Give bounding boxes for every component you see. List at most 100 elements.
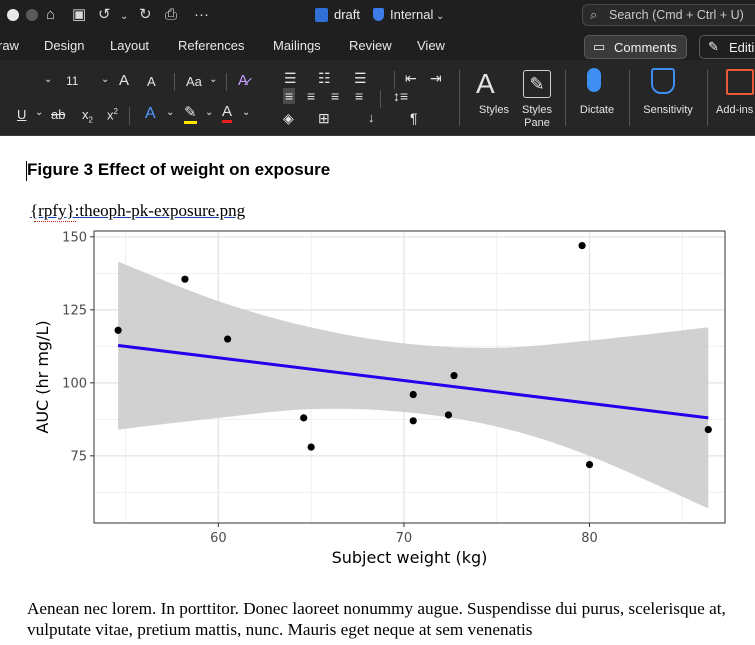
styles-pane-line2: Pane [524,117,550,129]
pencil-icon: ✎ [708,39,719,54]
separator [629,70,630,126]
decrease-indent-icon[interactable]: ⇤ [405,70,417,86]
tab-view[interactable]: View [417,38,445,53]
superscript-button[interactable]: x2 [107,107,118,123]
clear-formatting-icon[interactable]: A̷ [238,72,249,89]
undo-icon[interactable]: ↺ [98,6,111,23]
microphone-icon[interactable] [587,68,601,92]
data-point-3 [300,414,308,422]
chevron-down-icon[interactable]: ⌄ [242,107,251,118]
tab-mailings[interactable]: Mailings [273,38,321,53]
styles-label[interactable]: Styles [479,104,509,116]
tab-review[interactable]: Review [349,38,392,53]
data-points [114,242,712,469]
align-left-icon[interactable]: ≡ [283,88,296,104]
add-ins-icon[interactable] [726,69,754,95]
separator [459,70,460,126]
print-icon[interactable]: ⎙ [165,6,178,23]
data-point-7 [444,411,453,419]
font-size-value[interactable]: 11 [66,74,79,88]
figure-title[interactable]: Figure 3 Effect of weight on exposure [27,160,331,179]
change-case-button[interactable]: Aa [186,74,202,89]
highlight-icon[interactable]: ✎ [184,105,197,124]
align-center-icon[interactable]: ≡ [307,88,316,104]
numbering-icon[interactable]: ☷ [318,70,331,86]
data-point-10 [585,461,594,469]
borders-icon[interactable]: ⊞ [318,110,330,126]
plot-border [93,230,726,524]
window-close-button[interactable] [7,9,19,21]
spelling-squiggle [34,219,76,222]
comment-icon: ▭ [593,39,606,54]
editing-label: Editi [729,40,755,55]
add-ins-label[interactable]: Add-ins [716,104,754,116]
comments-button[interactable]: ▭ Comments [584,35,687,59]
chevron-down-icon[interactable]: ⌄ [209,74,218,85]
sensitivity-icon[interactable] [651,68,675,94]
comments-label: Comments [614,40,677,55]
underline-button[interactable]: U [17,107,27,122]
more-icon[interactable]: ··· [194,6,209,23]
body-paragraph[interactable]: Aenean nec lorem. In porttitor. Donec la… [27,599,726,639]
data-point-11 [704,425,712,434]
sensitivity-label[interactable]: Internal [390,7,434,22]
window-minimize-button[interactable] [26,9,38,21]
separator [226,73,227,91]
multilevel-list-icon[interactable]: ☰ [354,70,367,86]
image-placeholder-text[interactable]: {rpfy}:theoph-pk-exposure.png [30,201,246,220]
separator [707,70,708,126]
dictate-label[interactable]: Dictate [579,104,615,116]
tab-layout[interactable]: Layout [110,38,150,53]
data-point-5 [409,390,417,399]
chevron-down-icon[interactable]: ⌄ [205,107,214,118]
ribbon-toolbar: ⌄ 11 ⌄ A A Aa ⌄ A̷ U ⌄ ab x2 x2 A ⌄ ✎ ⌄ … [0,60,755,136]
document-name[interactable]: draft [334,7,361,22]
x-tick-label: 70 [396,531,413,546]
data-point-8 [450,371,458,380]
text-cursor [26,161,27,181]
editing-button[interactable]: ✎ Editi [699,35,755,59]
tab-draw[interactable]: raw [0,38,19,53]
y-axis-label: AUC (hr mg/L) [33,320,52,433]
chevron-down-icon[interactable]: ⌄ [35,107,44,118]
increase-indent-icon[interactable]: ⇥ [430,70,442,86]
redo-icon[interactable]: ↻ [139,6,152,23]
font-color-icon[interactable]: A [222,104,233,123]
y-tick-label: 75 [70,449,87,464]
align-right-icon[interactable]: ≡ [331,88,340,104]
chevron-down-icon[interactable]: ⌄ [120,11,129,22]
data-point-4 [307,443,315,451]
strikethrough-button[interactable]: ab [51,107,66,122]
shading-icon[interactable]: ◈ [283,110,294,126]
chevron-down-icon[interactable]: ⌄ [436,11,445,22]
data-point-0 [114,326,122,334]
styles-icon[interactable]: A [476,68,495,99]
y-tick-label: 150 [62,230,87,245]
search-placeholder: Search (Cmd + Ctrl + U) [609,8,744,22]
paragraph-marks-icon[interactable]: ¶ [410,110,418,126]
styles-pane-line1: Styles [522,104,552,116]
sort-icon[interactable]: ↓ [368,110,375,125]
font-size-chevron-icon[interactable]: ⌄ [101,74,110,85]
grow-font-button[interactable]: A [119,72,130,89]
home-icon[interactable]: ⌂ [46,6,56,23]
justify-icon[interactable]: ≡ [355,88,364,104]
save-icon[interactable]: ▣ [72,6,87,23]
tab-design[interactable]: Design [44,38,85,53]
scatter-chart: 75 100 125 150 60 70 80 Subject weight (kg) A… [33,230,726,567]
chevron-down-icon[interactable]: ⌄ [166,107,175,118]
subscript-button[interactable]: x2 [82,107,93,125]
styles-pane-label[interactable]: Styles Pane [519,104,555,130]
tab-references[interactable]: References [178,38,245,53]
bullets-icon[interactable]: ☰ [284,70,297,86]
search-box[interactable]: ⌕ Search (Cmd + Ctrl + U) [582,4,755,26]
y-tick-label: 100 [62,376,87,391]
title-bar: ⌂ ▣ ↺ ⌄ ↻ ⎙ ··· draft Internal ⌄ ⌕ Searc… [0,0,755,30]
text-effects-icon[interactable]: A [145,105,156,122]
sensitivity-label[interactable]: Sensitivity [643,104,693,116]
font-name-chevron-icon[interactable]: ⌄ [44,74,53,85]
line-spacing-icon[interactable]: ↕≡ [393,88,409,104]
styles-pane-icon[interactable]: ✎ [523,70,551,98]
data-point-2 [224,335,232,343]
shrink-font-button[interactable]: A [147,74,156,89]
